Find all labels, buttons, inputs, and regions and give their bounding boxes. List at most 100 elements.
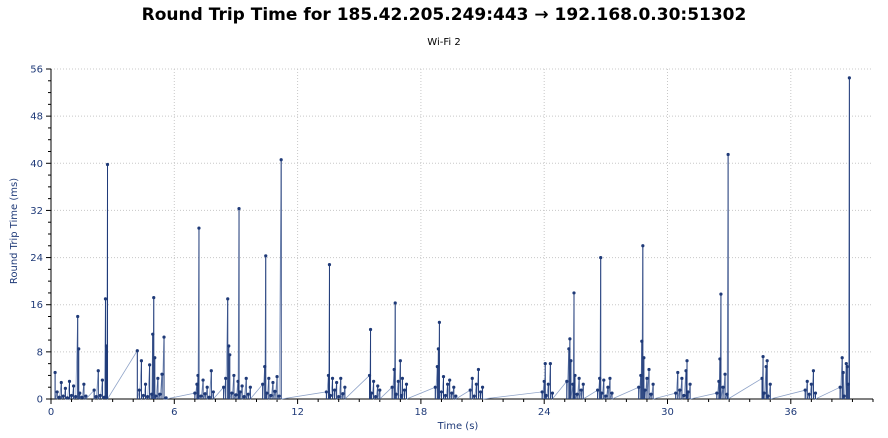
data-point: [637, 385, 641, 389]
data-point: [437, 320, 441, 324]
data-point: [96, 369, 100, 373]
data-point: [606, 385, 610, 389]
data-point: [224, 376, 228, 380]
grid-lines: [50, 68, 873, 400]
y-tick-label: 0: [37, 395, 43, 406]
data-point: [238, 390, 242, 394]
data-point: [723, 372, 727, 376]
data-point: [237, 207, 241, 211]
data-point: [197, 226, 201, 230]
data-point: [641, 244, 645, 248]
data-point: [841, 370, 845, 375]
data-point: [74, 395, 78, 399]
data-point: [573, 373, 577, 378]
data-point: [441, 375, 446, 379]
data-point: [610, 391, 614, 395]
data-point: [135, 349, 139, 353]
data-point: [674, 391, 678, 395]
x-tick-label: 30: [661, 407, 674, 418]
data-point: [715, 391, 719, 395]
data-point: [468, 388, 472, 392]
data-point: [77, 347, 81, 351]
data-point: [762, 391, 766, 395]
data-point: [275, 375, 279, 379]
data-point: [721, 385, 725, 389]
data-point: [577, 376, 581, 380]
plot-area: [53, 76, 851, 401]
data-point: [550, 391, 555, 395]
data-point: [328, 393, 333, 398]
data-point: [324, 390, 328, 394]
data-point: [143, 382, 148, 386]
data-point: [378, 388, 382, 392]
data-point: [569, 359, 573, 363]
data-point: [404, 382, 409, 386]
x-tick-label: 36: [784, 407, 797, 418]
data-point: [265, 391, 269, 395]
x-tick-label: 0: [48, 407, 54, 418]
data-point: [211, 390, 215, 394]
data-point: [244, 376, 248, 380]
data-point: [137, 388, 141, 392]
data-point: [53, 370, 57, 375]
data-point: [642, 356, 646, 360]
data-point: [164, 396, 168, 400]
y-tick-label: 40: [30, 159, 43, 170]
data-point: [153, 356, 157, 360]
y-tick-label: 16: [30, 300, 43, 311]
data-point: [139, 359, 144, 363]
data-point: [402, 388, 407, 392]
data-point: [474, 382, 478, 386]
data-point: [242, 395, 246, 399]
data-point: [141, 393, 146, 398]
data-point: [339, 376, 343, 380]
data-point: [600, 391, 604, 395]
data-point: [160, 372, 164, 376]
data-point: [761, 354, 765, 359]
data-point: [158, 392, 162, 396]
data-point: [234, 393, 238, 397]
data-point: [450, 391, 454, 395]
x-tick-label: 6: [171, 407, 177, 418]
data-point: [148, 363, 152, 367]
data-point: [327, 263, 332, 267]
data-point: [267, 376, 271, 380]
data-point: [803, 388, 807, 392]
data-point: [400, 376, 405, 380]
data-point: [647, 367, 651, 372]
y-tick-label: 56: [30, 65, 43, 76]
data-point: [686, 390, 690, 394]
data-point: [145, 395, 150, 399]
data-point: [393, 301, 397, 305]
data-point: [193, 391, 197, 395]
data-point: [376, 384, 380, 388]
data-point: [544, 393, 548, 398]
data-point: [330, 376, 335, 380]
data-point: [596, 388, 600, 392]
data-point: [230, 391, 234, 395]
x-tick-label: 24: [538, 407, 551, 418]
data-point: [84, 394, 88, 398]
data-point: [203, 392, 207, 396]
data-point: [649, 392, 653, 396]
data-point: [568, 337, 572, 341]
data-point: [78, 391, 82, 395]
data-point: [372, 379, 376, 383]
data-point: [59, 380, 63, 385]
data-point: [678, 388, 682, 392]
data-point: [472, 394, 476, 398]
data-point: [337, 395, 341, 399]
data-point: [82, 382, 86, 386]
data-point: [396, 379, 400, 383]
data-point: [277, 394, 281, 398]
data-point: [205, 385, 209, 389]
y-axis-label: Round Trip Time (ms): [9, 178, 20, 284]
data-point: [368, 327, 373, 332]
data-point: [680, 376, 684, 380]
data-point: [476, 367, 481, 372]
data-point: [726, 152, 730, 157]
data-point: [433, 385, 437, 389]
data-point: [390, 385, 394, 389]
data-point: [162, 335, 166, 339]
